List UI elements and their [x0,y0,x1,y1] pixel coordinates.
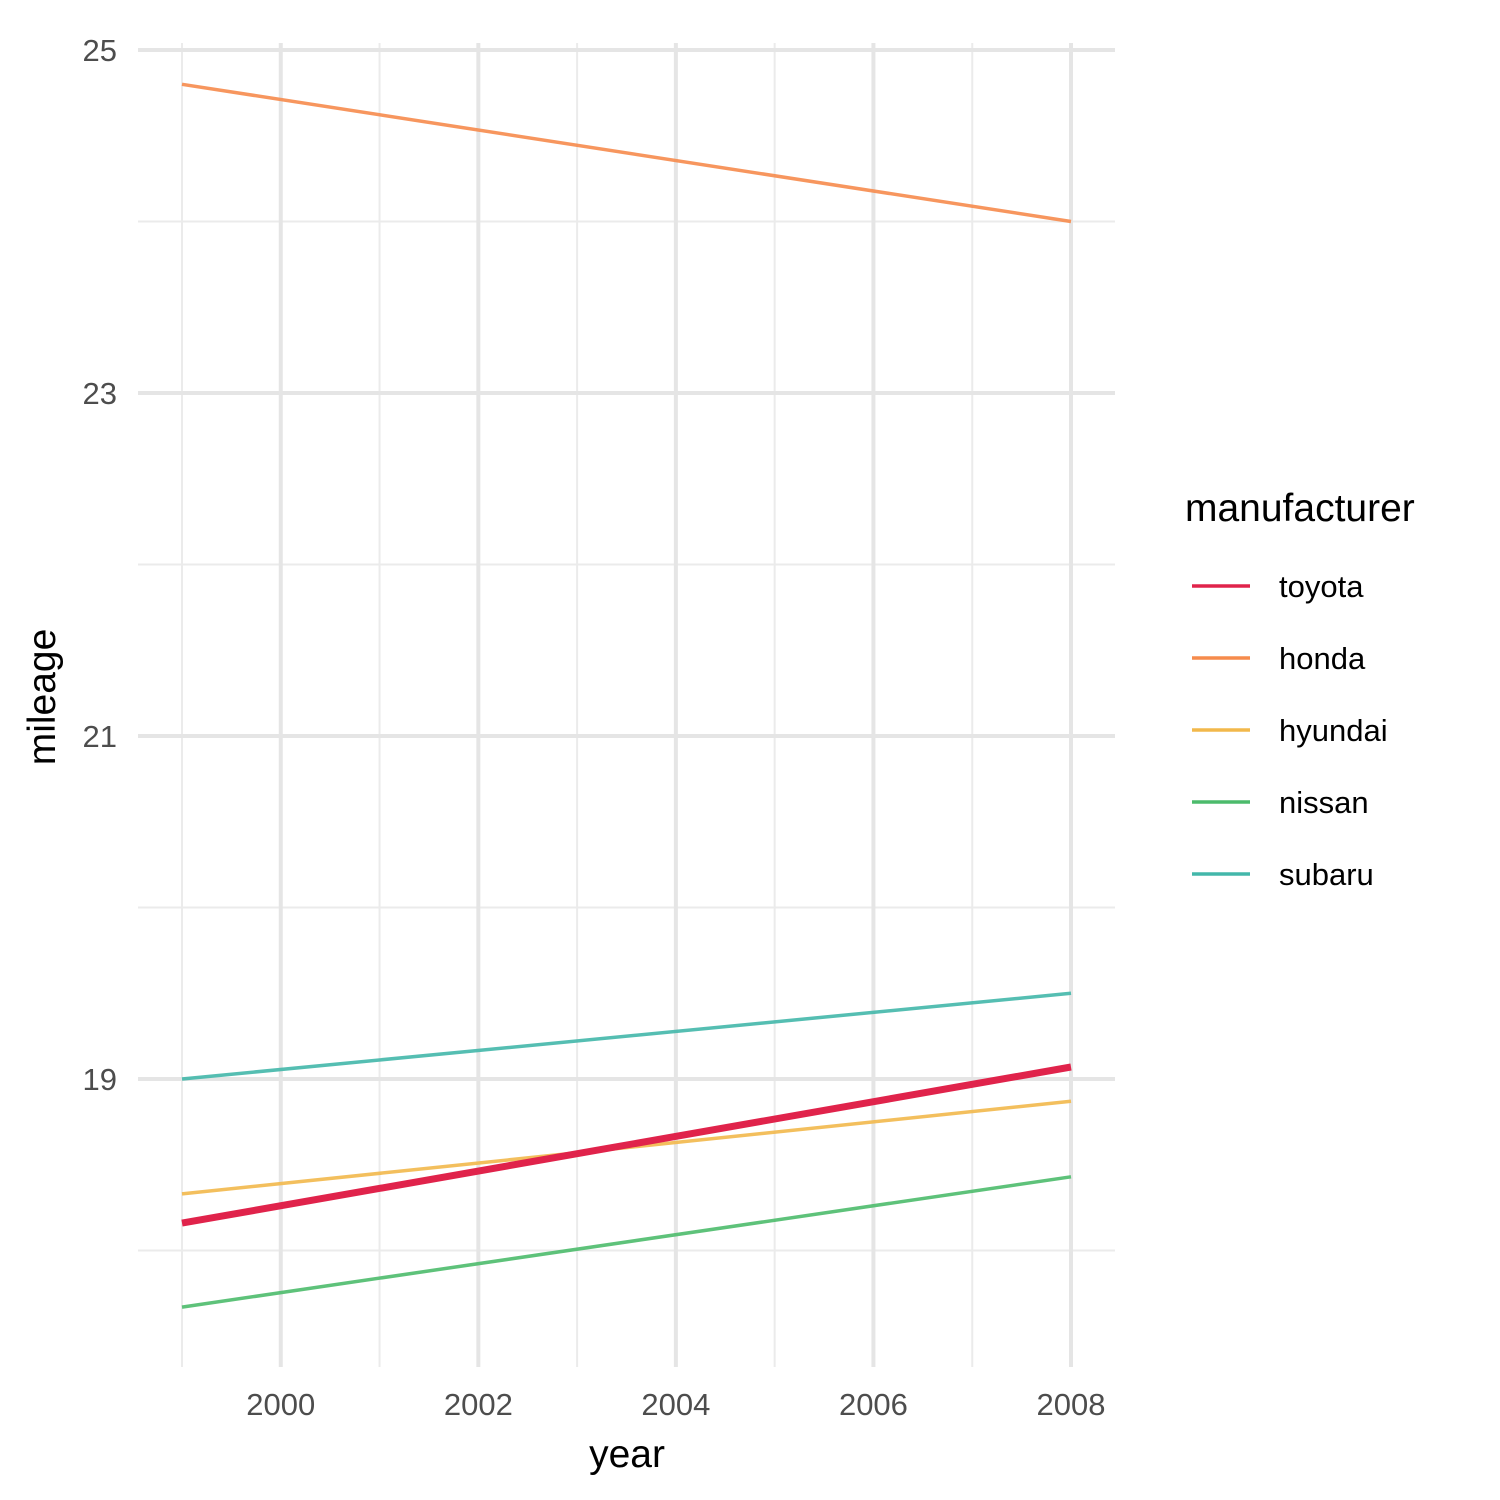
series-line-toyota [181,1063,1072,1227]
x-axis-title: year [589,1433,665,1476]
x-tick-label: 2000 [246,1387,315,1422]
minor-gridlines [138,43,1115,1367]
x-tick-label: 2006 [839,1387,908,1422]
legend-item-subaru: subaru [1192,857,1374,892]
y-tick-label: 19 [83,1062,117,1097]
legend-item-toyota: toyota [1192,569,1364,604]
y-tick-label: 25 [83,33,117,68]
series-line-subaru [181,991,1072,1081]
y-axis-title: mileage [21,629,64,766]
y-tick-label: 23 [83,376,117,411]
legend-label-honda: honda [1279,641,1366,676]
legend-title: manufacturer [1185,487,1415,530]
series-line-nissan [181,1175,1072,1309]
legend: manufacturer toyota honda hyundai nissan sub… [1185,487,1415,892]
legend-items: toyota honda hyundai nissan subaru [1192,569,1388,892]
legend-item-nissan: nissan [1192,785,1369,820]
x-axis-tick-labels: 2000 2002 2004 2006 2008 [246,1387,1105,1422]
y-tick-label: 21 [83,719,117,754]
major-gridlines [138,43,1115,1367]
x-tick-label: 2004 [641,1387,710,1422]
legend-label-toyota: toyota [1279,569,1364,604]
legend-item-hyundai: hyundai [1192,713,1388,748]
legend-label-nissan: nissan [1279,785,1369,820]
series-line-honda [181,82,1072,224]
legend-label-subaru: subaru [1279,857,1374,892]
series-lines [181,82,1072,1309]
x-tick-label: 2008 [1037,1387,1106,1422]
x-tick-label: 2002 [444,1387,513,1422]
legend-label-hyundai: hyundai [1279,713,1388,748]
legend-item-honda: honda [1192,641,1366,676]
y-axis-tick-labels: 19 21 23 25 [83,33,117,1097]
